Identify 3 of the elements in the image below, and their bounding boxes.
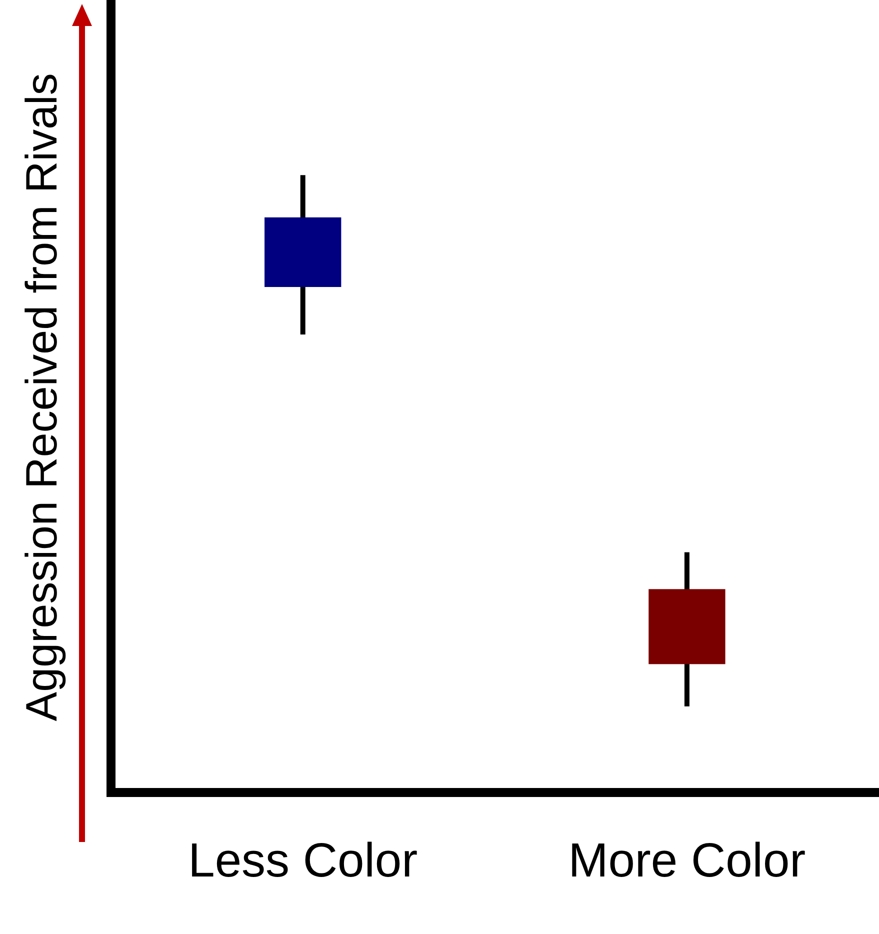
y-axis-title: Aggression Received from Rivals — [18, 73, 67, 722]
x-tick-label: More Color — [568, 834, 806, 888]
x-tick-label: Less Color — [188, 834, 418, 888]
